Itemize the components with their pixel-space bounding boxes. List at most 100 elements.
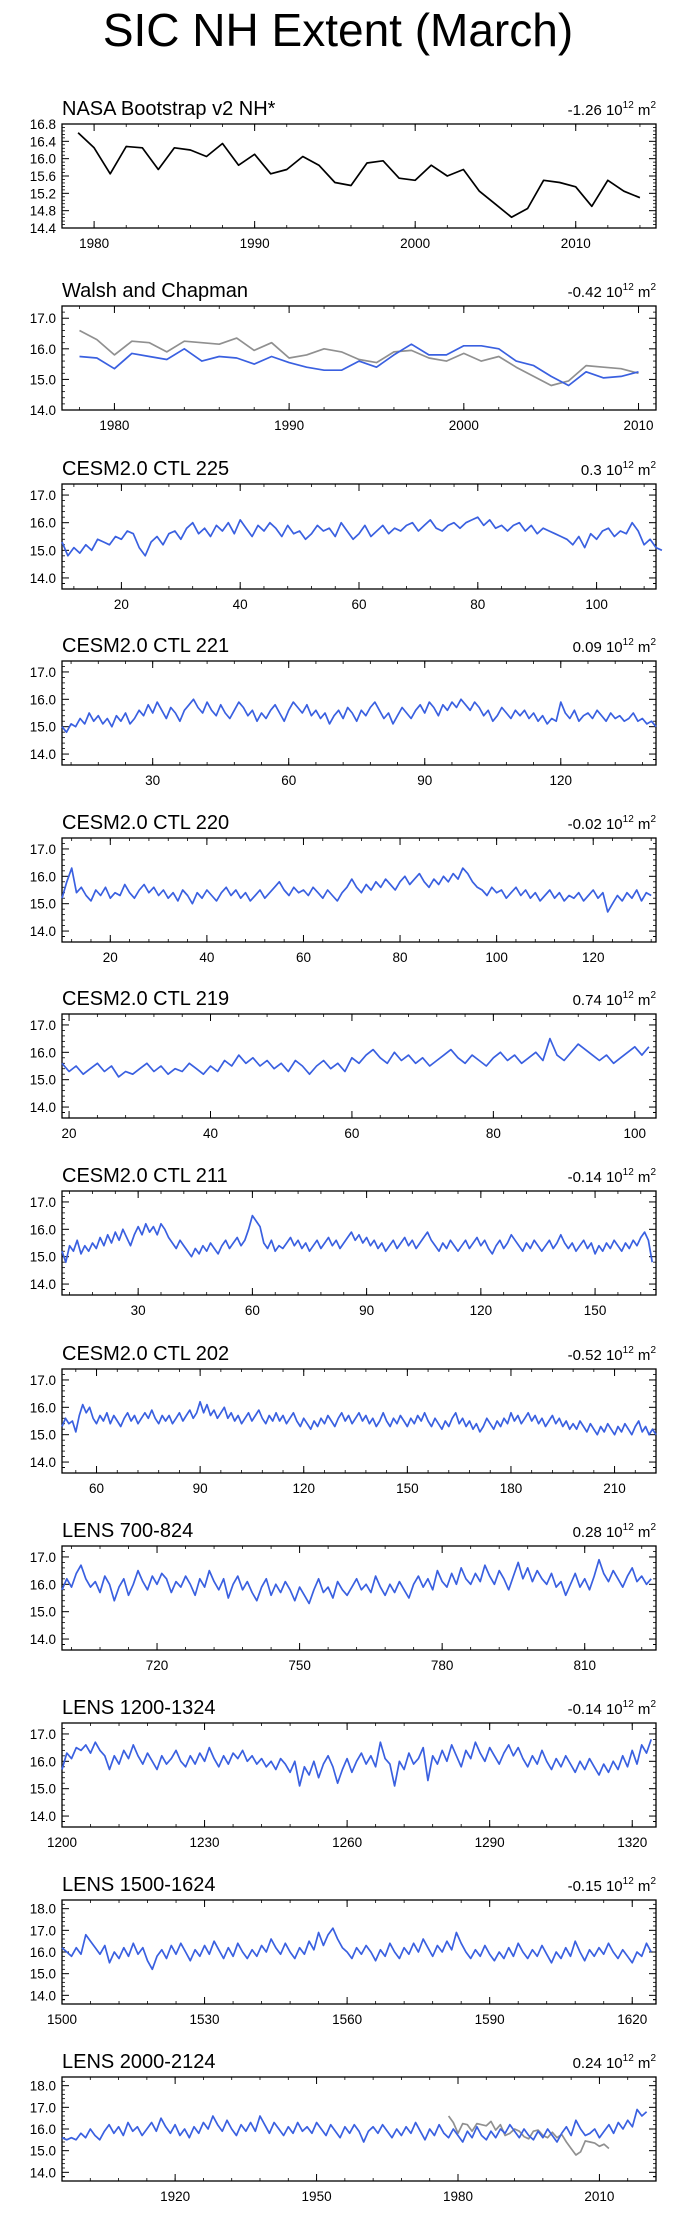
y-tick-label: 17.0: [30, 488, 56, 503]
y-tick-label: 15.2: [30, 186, 56, 201]
y-tick-label: 15.6: [30, 169, 56, 184]
x-tick-label: 1950: [302, 2189, 332, 2204]
x-tick-label: 1990: [240, 236, 270, 251]
panels: NASA Bootstrap v2 NH* -1.26 1012 m2 14.4 14…: [30, 98, 663, 2204]
x-tick-label: 40: [199, 950, 214, 965]
trend-label: -0.02 1012 m2: [568, 814, 657, 833]
x-tick-label: 60: [296, 950, 311, 965]
x-tick-label: 2000: [400, 236, 430, 251]
x-tick-label: 1500: [47, 2012, 77, 2027]
trend-label: 0.24 1012 m2: [573, 2053, 657, 2072]
y-tick-label: 15.0: [30, 543, 56, 558]
plot-frame: [61, 1545, 657, 1651]
trend-label: -0.42 1012 m2: [568, 282, 657, 301]
y-tick-label: 15.0: [30, 372, 56, 387]
y-tick-label: 14.0: [30, 747, 56, 762]
x-tick-label: 180: [500, 1481, 523, 1496]
y-tick-label: 15.0: [30, 1967, 56, 1982]
plot-frame: [61, 1013, 657, 1119]
x-tick-label: 20: [114, 597, 129, 612]
y-tick-label: 17.0: [30, 1195, 56, 1210]
plot-frame: [61, 1190, 657, 1296]
plot-frame: [61, 660, 657, 766]
panel-2: CESM2.0 CTL 225 0.3 1012 m2 14.0 15.0 16.0 17…: [30, 458, 663, 612]
panel-title: Walsh and Chapman: [62, 280, 248, 302]
y-tick-label: 16.0: [30, 342, 56, 357]
x-tick-label: 40: [203, 1126, 218, 1141]
x-tick-label: 1990: [274, 418, 304, 433]
x-tick-label: 720: [146, 1658, 169, 1673]
plot-frame: [61, 837, 657, 943]
x-tick-label: 2010: [584, 2189, 614, 2204]
series-line: [79, 329, 639, 387]
x-tick-label: 810: [573, 1658, 596, 1673]
x-tick-label: 2010: [561, 236, 591, 251]
series-line: [61, 1037, 650, 1078]
y-tick-label: 15.0: [30, 897, 56, 912]
x-tick-label: 750: [288, 1658, 311, 1673]
y-tick-label: 14.0: [30, 1100, 56, 1115]
y-tick-label: 15.0: [30, 1605, 56, 1620]
panel-11: LENS 2000-2124 0.24 1012 m2 14.0 15.0 16.0 17…: [30, 2051, 657, 2204]
trend-label: 0.3 1012 m2: [581, 460, 657, 479]
x-tick-label: 1200: [47, 1835, 77, 1850]
x-tick-label: 90: [417, 773, 432, 788]
y-tick-label: 14.0: [30, 571, 56, 586]
x-tick-label: 1980: [79, 236, 109, 251]
x-tick-label: 780: [431, 1658, 454, 1673]
panel-6: CESM2.0 CTL 211 -0.14 1012 m2 14.0 15.0 16.0…: [30, 1165, 657, 1318]
x-tick-label: 100: [485, 950, 508, 965]
x-tick-label: 90: [193, 1481, 208, 1496]
panel-4: CESM2.0 CTL 220 -0.02 1012 m2 14.0 15.0 16.0…: [30, 812, 657, 965]
y-tick-label: 15.0: [30, 1250, 56, 1265]
x-tick-label: 1290: [475, 1835, 505, 1850]
series-line: [79, 343, 639, 387]
y-tick-label: 14.0: [30, 1809, 56, 1824]
x-tick-label: 1230: [190, 1835, 220, 1850]
y-tick-label: 15.0: [30, 1073, 56, 1088]
x-tick-label: 1620: [617, 2012, 647, 2027]
panel-0: NASA Bootstrap v2 NH* -1.26 1012 m2 14.4 14…: [30, 98, 657, 251]
y-tick-label: 17.0: [30, 1373, 56, 1388]
x-tick-label: 60: [281, 773, 296, 788]
series-line: [61, 1214, 654, 1264]
panel-1: Walsh and Chapman -0.42 1012 m2 14.0 15.0 16…: [30, 280, 657, 433]
y-tick-label: 16.0: [30, 2122, 56, 2137]
panel-title: CESM2.0 CTL 202: [62, 1343, 229, 1365]
y-tick-label: 15.0: [30, 2144, 56, 2159]
series-line: [447, 2115, 610, 2156]
y-tick-label: 14.8: [30, 204, 56, 219]
panel-3: CESM2.0 CTL 221 0.09 1012 m2 14.0 15.0 16.0 1…: [30, 635, 657, 788]
y-tick-label: 16.0: [30, 1754, 56, 1769]
figure-title: SIC NH Extent (March): [103, 4, 573, 56]
y-tick-label: 16.0: [30, 1045, 56, 1060]
y-tick-label: 17.0: [30, 1018, 56, 1033]
y-tick-label: 16.0: [30, 152, 56, 167]
x-tick-label: 1530: [190, 2012, 220, 2027]
plot-frame: [61, 1368, 657, 1474]
series-line: [61, 1558, 652, 1605]
trend-label: 0.28 1012 m2: [573, 1522, 657, 1541]
y-tick-label: 17.0: [30, 1923, 56, 1938]
plot-frame: [61, 305, 657, 411]
panel-title: CESM2.0 CTL 219: [62, 988, 229, 1010]
x-tick-label: 20: [103, 950, 118, 965]
y-tick-label: 16.8: [30, 117, 56, 132]
x-tick-label: 1260: [332, 1835, 362, 1850]
y-tick-label: 15.0: [30, 1782, 56, 1797]
series-line: [61, 2108, 648, 2143]
x-tick-label: 120: [550, 773, 573, 788]
trend-label: -0.14 1012 m2: [568, 1699, 657, 1718]
plot-frame: [61, 1722, 657, 1828]
y-tick-label: 16.4: [30, 134, 57, 149]
trend-label: 0.09 1012 m2: [573, 637, 657, 656]
x-tick-label: 1320: [617, 1835, 647, 1850]
y-tick-label: 16.0: [30, 1222, 56, 1237]
series-line: [61, 867, 652, 913]
x-tick-label: 40: [233, 597, 248, 612]
x-tick-label: 60: [351, 597, 366, 612]
x-tick-label: 210: [603, 1481, 626, 1496]
x-tick-label: 150: [584, 1303, 607, 1318]
panel-5: CESM2.0 CTL 219 0.74 1012 m2 14.0 15.0 16.0 1…: [30, 988, 657, 1141]
